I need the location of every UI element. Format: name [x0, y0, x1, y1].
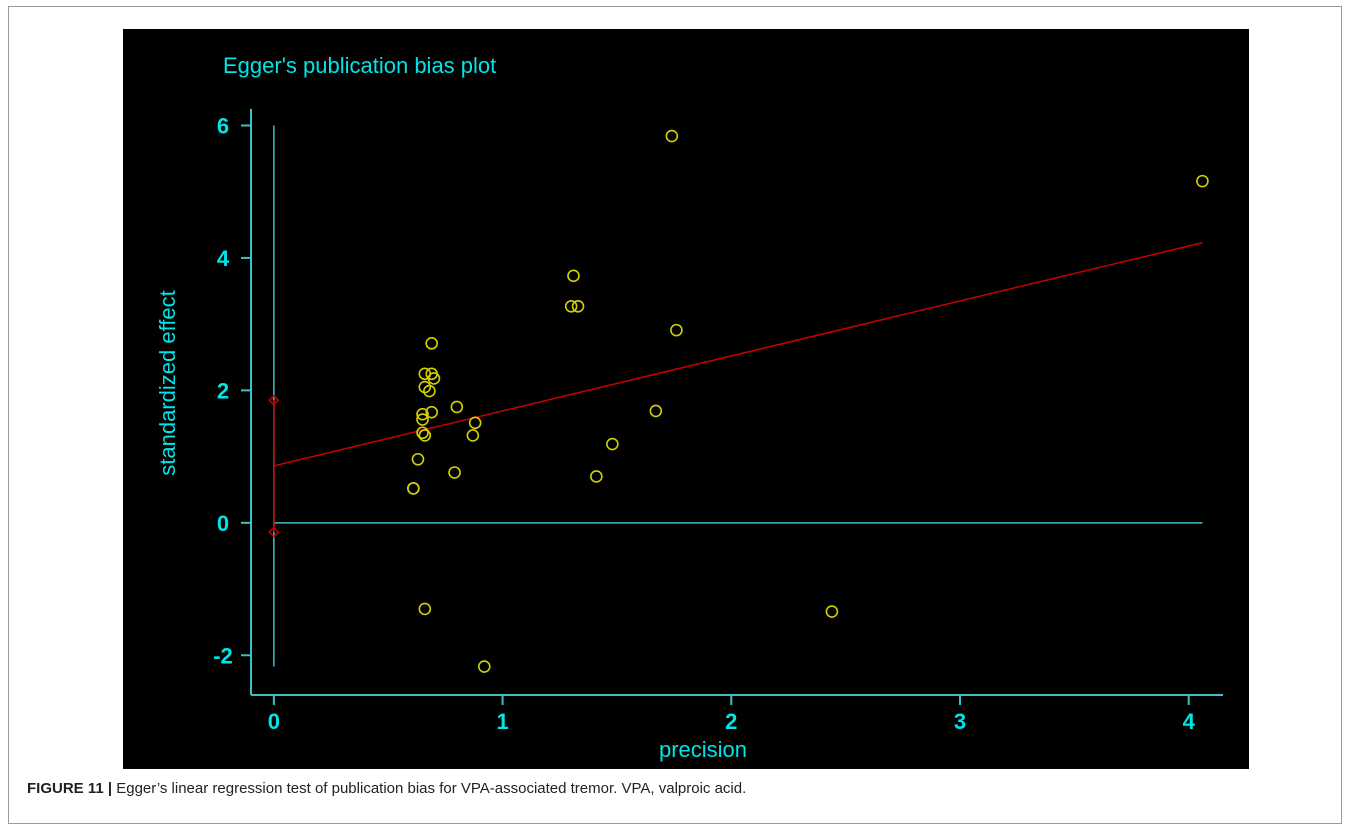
data-point	[418, 429, 432, 442]
data-point	[825, 605, 839, 618]
data-point	[670, 323, 683, 337]
data-point	[448, 466, 461, 479]
data-point	[425, 337, 438, 350]
data-point	[590, 470, 603, 483]
data-point	[468, 416, 482, 430]
y-tick-label: 0	[217, 511, 229, 536]
x-tick-label: 2	[725, 709, 737, 734]
y-tick-label: 2	[217, 378, 229, 403]
y-tick-label: 6	[217, 113, 229, 138]
regression-line	[273, 241, 1203, 467]
x-tick-label: 4	[1183, 709, 1196, 734]
chart-title: Egger's publication bias plot	[223, 53, 496, 78]
figure-caption: FIGURE 11 | Egger’s linear regression te…	[27, 779, 1327, 799]
data-point	[571, 299, 585, 313]
x-tick-label: 0	[268, 709, 280, 734]
data-point	[411, 452, 425, 466]
data-point	[649, 404, 663, 418]
x-axis-label: precision	[659, 737, 747, 762]
axes-layer: -2 0 2 4 6 0 1 2 3 4	[213, 108, 1223, 734]
data-point	[407, 482, 420, 495]
intercept-ci-marker	[268, 394, 280, 406]
data-point	[567, 269, 580, 283]
x-tick-label: 3	[954, 709, 966, 734]
data-point	[477, 660, 491, 673]
data-point	[450, 400, 464, 414]
x-tick-label: 1	[496, 709, 508, 734]
plot-background	[123, 29, 1249, 769]
reference-layer	[268, 125, 1203, 667]
caption-text: Egger’s linear regression test of public…	[112, 780, 747, 797]
data-point	[416, 413, 429, 426]
y-tick-label: 4	[217, 246, 230, 271]
data-point	[423, 384, 436, 398]
y-axis-label: standardized effect	[155, 290, 180, 476]
figure-label: FIGURE 11 |	[27, 780, 113, 797]
data-point	[416, 407, 429, 421]
data-point	[466, 429, 480, 442]
intercept-ci-marker	[268, 526, 280, 538]
data-point	[425, 405, 438, 419]
data-point	[606, 437, 619, 451]
data-point	[564, 299, 578, 313]
data-point	[427, 372, 441, 385]
data-point	[1196, 174, 1209, 188]
figure-frame: Egger's publication bias plot precision …	[8, 6, 1342, 824]
points-layer	[407, 129, 1209, 673]
data-point	[418, 602, 432, 616]
data-point	[665, 129, 679, 143]
plot-panel: Egger's publication bias plot precision …	[123, 29, 1249, 769]
y-tick-label: -2	[213, 643, 233, 668]
data-point	[416, 426, 429, 440]
egger-plot: Egger's publication bias plot precision …	[123, 29, 1249, 769]
